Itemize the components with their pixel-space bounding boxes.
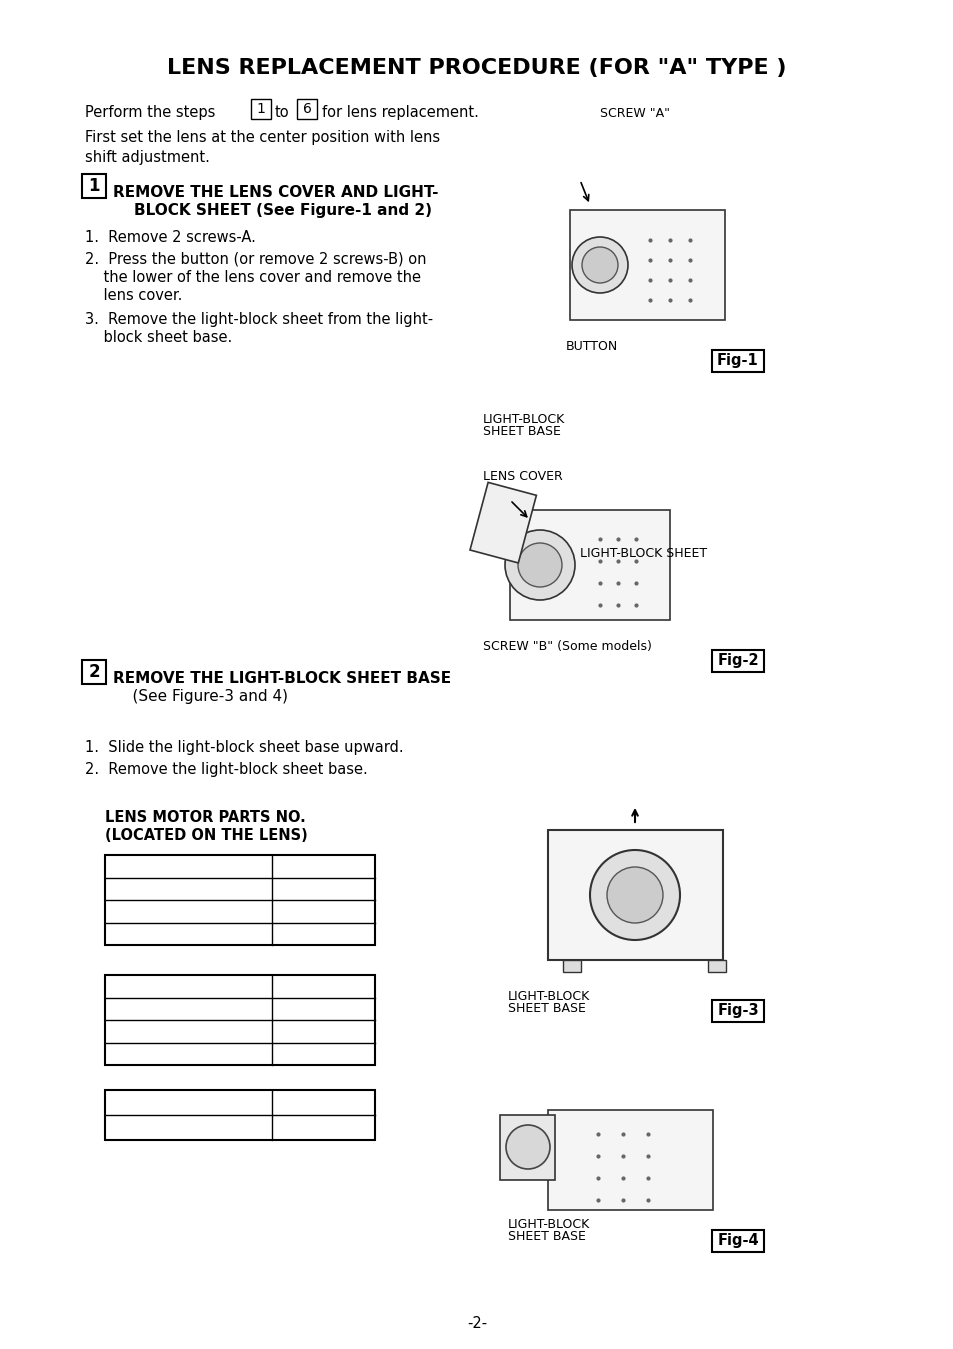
Text: REMOVE THE LENS COVER AND LIGHT-: REMOVE THE LENS COVER AND LIGHT- bbox=[112, 185, 438, 200]
Text: shift adjustment.: shift adjustment. bbox=[85, 150, 210, 165]
Text: LIGHT-BLOCK: LIGHT-BLOCK bbox=[507, 1218, 590, 1232]
FancyBboxPatch shape bbox=[82, 174, 106, 198]
Bar bbox=[470, 483, 536, 563]
Text: lens cover.: lens cover. bbox=[85, 287, 182, 304]
Text: LIGHT-BLOCK: LIGHT-BLOCK bbox=[507, 990, 590, 1004]
FancyBboxPatch shape bbox=[82, 660, 106, 684]
Text: Fig-2: Fig-2 bbox=[717, 653, 758, 669]
Bar bbox=[569, 210, 724, 320]
Text: 1: 1 bbox=[89, 177, 100, 196]
Text: -2-: -2- bbox=[466, 1317, 487, 1331]
Text: 2: 2 bbox=[88, 662, 100, 681]
Text: First set the lens at the center position with lens: First set the lens at the center positio… bbox=[85, 130, 439, 144]
Text: Fig-4: Fig-4 bbox=[717, 1233, 758, 1249]
Text: (See Figure-3 and 4): (See Figure-3 and 4) bbox=[112, 689, 288, 704]
Text: LIGHT-BLOCK SHEET: LIGHT-BLOCK SHEET bbox=[579, 546, 706, 560]
Bar bbox=[562, 960, 580, 973]
Bar bbox=[105, 855, 375, 946]
Text: 2.  Press the button (or remove 2 screws-B) on: 2. Press the button (or remove 2 screws-… bbox=[85, 252, 426, 267]
Circle shape bbox=[504, 530, 575, 600]
Text: (LOCATED ON THE LENS): (LOCATED ON THE LENS) bbox=[105, 828, 308, 843]
Circle shape bbox=[589, 850, 679, 940]
Text: for lens replacement.: for lens replacement. bbox=[322, 105, 478, 120]
Text: LENS COVER: LENS COVER bbox=[482, 469, 562, 483]
Text: 1.  Remove 2 screws-A.: 1. Remove 2 screws-A. bbox=[85, 229, 255, 246]
Text: block sheet base.: block sheet base. bbox=[85, 331, 232, 345]
Circle shape bbox=[517, 544, 561, 587]
Bar bbox=[547, 1110, 712, 1210]
Text: 1.  Slide the light-block sheet base upward.: 1. Slide the light-block sheet base upwa… bbox=[85, 741, 403, 755]
Text: SHEET BASE: SHEET BASE bbox=[482, 425, 560, 438]
Text: Fig-1: Fig-1 bbox=[717, 353, 758, 368]
Text: SHEET BASE: SHEET BASE bbox=[507, 1002, 585, 1014]
Text: LIGHT-BLOCK: LIGHT-BLOCK bbox=[482, 413, 565, 426]
Bar bbox=[707, 960, 725, 973]
Text: the lower of the lens cover and remove the: the lower of the lens cover and remove t… bbox=[85, 270, 420, 285]
Text: 6: 6 bbox=[302, 103, 311, 116]
Text: 2.  Remove the light-block sheet base.: 2. Remove the light-block sheet base. bbox=[85, 762, 367, 777]
Text: to: to bbox=[274, 105, 290, 120]
Bar bbox=[711, 1000, 763, 1023]
Circle shape bbox=[606, 867, 662, 923]
Bar bbox=[547, 830, 722, 960]
Text: REMOVE THE LIGHT-BLOCK SHEET BASE: REMOVE THE LIGHT-BLOCK SHEET BASE bbox=[112, 670, 451, 687]
Bar bbox=[711, 1230, 763, 1252]
Text: SCREW "B" (Some models): SCREW "B" (Some models) bbox=[482, 639, 651, 653]
Text: LENS MOTOR PARTS NO.: LENS MOTOR PARTS NO. bbox=[105, 809, 305, 826]
Circle shape bbox=[581, 247, 618, 283]
Text: 1: 1 bbox=[256, 103, 265, 116]
Bar bbox=[711, 349, 763, 372]
Bar bbox=[499, 1116, 555, 1180]
Bar bbox=[105, 1090, 375, 1140]
Bar bbox=[510, 510, 669, 621]
Bar bbox=[105, 975, 375, 1064]
FancyBboxPatch shape bbox=[251, 98, 271, 119]
Text: BLOCK SHEET (See Figure-1 and 2): BLOCK SHEET (See Figure-1 and 2) bbox=[112, 202, 432, 219]
FancyBboxPatch shape bbox=[296, 98, 316, 119]
Text: SHEET BASE: SHEET BASE bbox=[507, 1230, 585, 1242]
Text: 3.  Remove the light-block sheet from the light-: 3. Remove the light-block sheet from the… bbox=[85, 312, 433, 326]
Text: Perform the steps: Perform the steps bbox=[85, 105, 215, 120]
Circle shape bbox=[505, 1125, 550, 1170]
Text: SCREW "A": SCREW "A" bbox=[599, 107, 669, 120]
Circle shape bbox=[572, 237, 627, 293]
Text: Fig-3: Fig-3 bbox=[717, 1004, 758, 1018]
Text: LENS REPLACEMENT PROCEDURE (FOR "A" TYPE ): LENS REPLACEMENT PROCEDURE (FOR "A" TYPE… bbox=[167, 58, 786, 78]
Bar bbox=[711, 650, 763, 672]
Text: BUTTON: BUTTON bbox=[565, 340, 618, 353]
